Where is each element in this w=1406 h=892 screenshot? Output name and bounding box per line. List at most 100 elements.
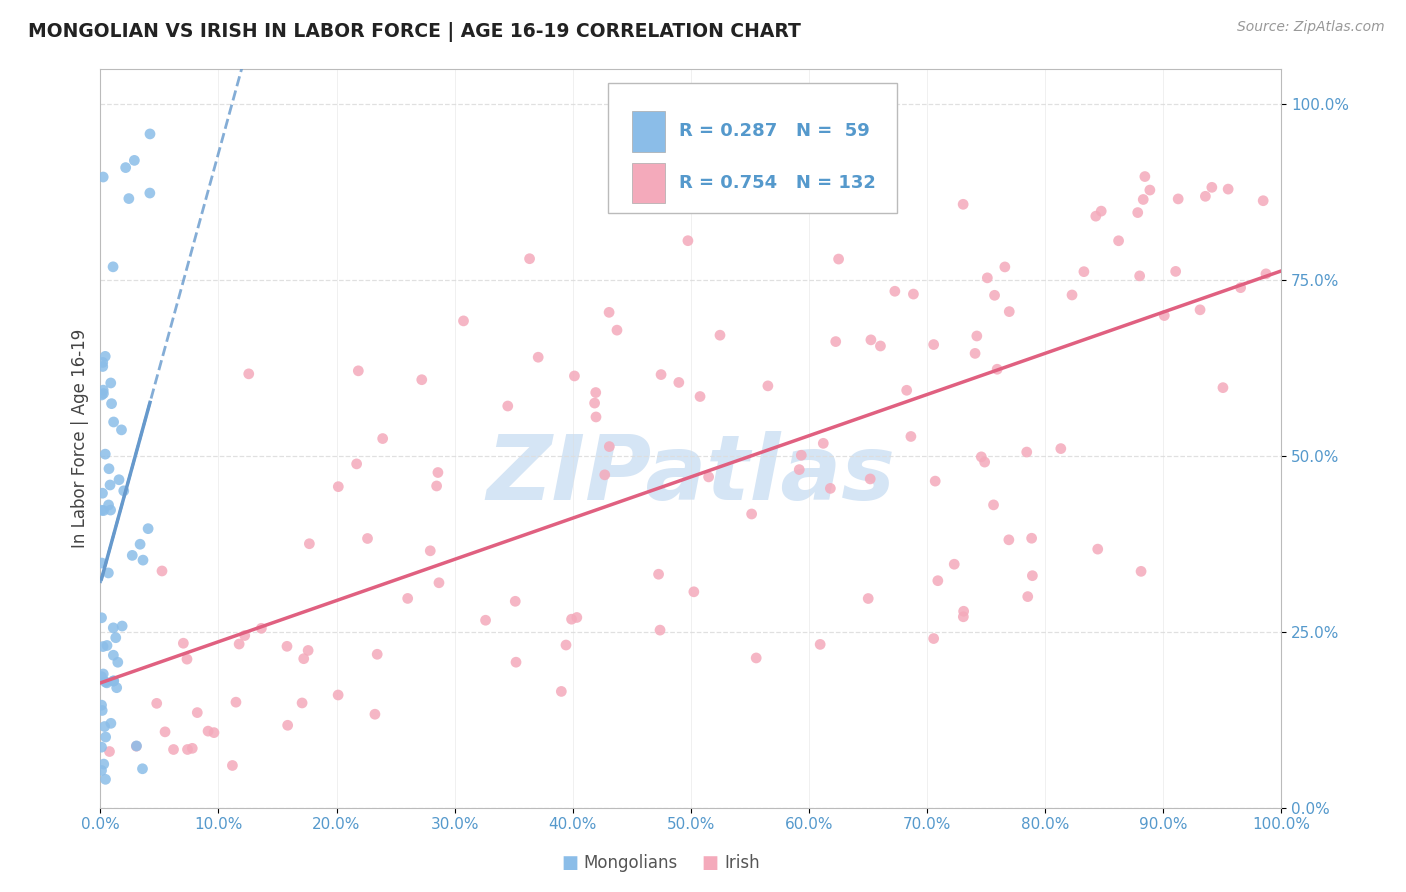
Point xyxy=(943,558,966,572)
Point xyxy=(129,537,152,551)
Point xyxy=(896,384,918,398)
Point xyxy=(606,323,628,337)
Point xyxy=(813,436,835,450)
Point xyxy=(1087,542,1109,557)
Point xyxy=(697,470,720,484)
Point xyxy=(496,399,519,413)
Point xyxy=(97,498,120,512)
Point xyxy=(298,537,321,551)
Point xyxy=(139,127,162,141)
FancyBboxPatch shape xyxy=(607,83,897,212)
Point xyxy=(202,725,225,739)
Point xyxy=(100,503,122,517)
Point xyxy=(96,676,118,690)
Point xyxy=(91,355,114,369)
Point xyxy=(1254,267,1277,281)
Point xyxy=(561,612,583,626)
Point xyxy=(689,390,711,404)
Point xyxy=(503,594,526,608)
Point xyxy=(527,350,550,364)
Point xyxy=(176,742,198,756)
Point xyxy=(952,197,974,211)
Point xyxy=(648,623,671,637)
Point xyxy=(125,739,148,754)
Point xyxy=(118,192,141,206)
Point xyxy=(94,675,117,690)
Point xyxy=(924,474,946,488)
Point xyxy=(411,373,433,387)
Point xyxy=(90,740,112,755)
Point xyxy=(927,574,949,588)
Point xyxy=(110,423,132,437)
Point xyxy=(419,543,441,558)
Point xyxy=(1164,264,1187,278)
Text: ■: ■ xyxy=(561,855,578,872)
Point xyxy=(94,730,117,744)
Point xyxy=(976,271,998,285)
Point xyxy=(1021,568,1043,582)
Point xyxy=(808,637,831,651)
Point xyxy=(162,742,184,756)
Point xyxy=(709,328,731,343)
Point xyxy=(181,741,204,756)
Point xyxy=(136,522,159,536)
Point xyxy=(139,186,162,200)
Point xyxy=(745,651,768,665)
Point xyxy=(998,304,1021,318)
Text: Source: ZipAtlas.com: Source: ZipAtlas.com xyxy=(1237,20,1385,34)
Point xyxy=(952,604,974,618)
Point xyxy=(121,549,143,563)
Point xyxy=(1126,205,1149,219)
Point xyxy=(103,621,125,635)
Text: R = 0.287   N =  59: R = 0.287 N = 59 xyxy=(679,122,870,140)
Point xyxy=(585,409,607,424)
Point xyxy=(176,652,198,666)
Point xyxy=(564,368,586,383)
Point xyxy=(221,758,243,772)
Point xyxy=(366,647,388,661)
Text: ZIPatlas: ZIPatlas xyxy=(486,431,896,519)
Point xyxy=(1060,288,1083,302)
Point xyxy=(150,564,173,578)
Point xyxy=(225,695,247,709)
Point xyxy=(371,432,394,446)
Point xyxy=(973,455,995,469)
Point xyxy=(90,698,112,713)
Point xyxy=(903,287,925,301)
Bar xyxy=(631,111,665,152)
Point xyxy=(111,619,134,633)
Point xyxy=(356,532,378,546)
Point xyxy=(668,376,690,390)
Point xyxy=(565,610,588,624)
Point xyxy=(1132,193,1154,207)
Point xyxy=(277,718,299,732)
Bar xyxy=(631,162,665,203)
Point xyxy=(172,636,194,650)
Point xyxy=(90,670,112,684)
Point xyxy=(598,305,620,319)
Text: MONGOLIAN VS IRISH IN LABOR FORCE | AGE 16-19 CORRELATION CHART: MONGOLIAN VS IRISH IN LABOR FORCE | AGE … xyxy=(28,22,801,42)
Point xyxy=(233,628,256,642)
Point xyxy=(93,757,115,772)
Point xyxy=(859,333,882,347)
Point xyxy=(145,697,167,711)
Point xyxy=(97,566,120,580)
Point xyxy=(124,153,146,168)
Point xyxy=(1153,309,1175,323)
Point xyxy=(970,450,993,464)
Point xyxy=(966,329,988,343)
Point xyxy=(114,161,136,175)
Point xyxy=(1090,204,1112,219)
Point xyxy=(787,462,810,476)
Point xyxy=(94,350,117,364)
Point xyxy=(91,169,114,184)
Point xyxy=(741,507,763,521)
Point xyxy=(1229,280,1251,294)
Point xyxy=(922,337,945,351)
Point xyxy=(585,385,607,400)
Text: R = 0.754   N = 132: R = 0.754 N = 132 xyxy=(679,174,876,192)
Point xyxy=(986,362,1008,376)
Point xyxy=(197,724,219,739)
Point xyxy=(1133,169,1156,184)
Point xyxy=(98,745,121,759)
